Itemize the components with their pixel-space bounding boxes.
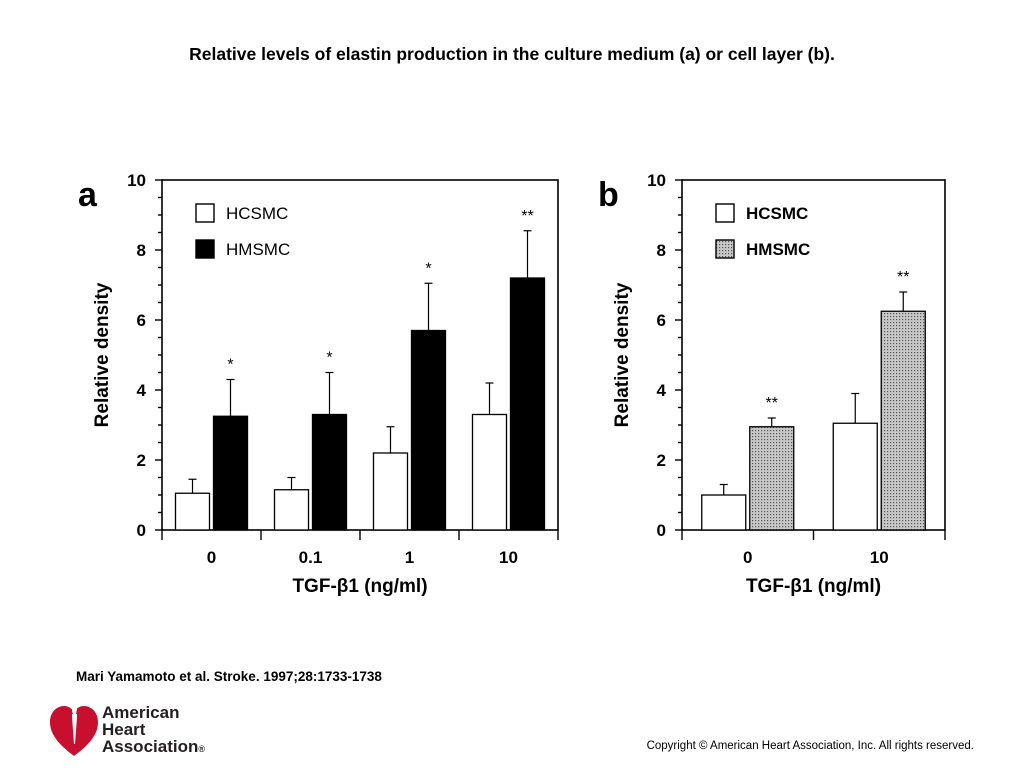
- y-tick-label: 6: [137, 311, 146, 330]
- bar-hcsmc: [471, 413, 508, 531]
- y-tick-label: 4: [137, 381, 147, 400]
- significance-marker: **: [521, 208, 533, 225]
- chart-panel-b: b 0 2 4 6 8 10 Relative density 0 ** 10 ** TGF-β1 (n…: [598, 171, 946, 597]
- y-tick-label: 8: [657, 241, 666, 260]
- y-tick-label: 8: [137, 241, 146, 260]
- significance-marker: **: [897, 269, 909, 286]
- legend-label: HMSMC: [226, 240, 290, 259]
- bar-hmsmc: [410, 329, 447, 531]
- citation: Mari Yamamoto et al. Stroke. 1997;28:173…: [76, 669, 382, 684]
- bar-hcsmc: [174, 492, 211, 531]
- legend-swatch: [715, 203, 735, 223]
- bar-hmsmc: [749, 426, 795, 531]
- y-axis-label: Relative density: [92, 282, 113, 427]
- aha-logo: American Heart Association®: [48, 700, 208, 760]
- significance-marker: *: [227, 357, 233, 374]
- y-tick-label: 10: [127, 171, 146, 190]
- x-tick-label: 0: [743, 548, 752, 567]
- legend-label: HCSMC: [226, 204, 288, 223]
- significance-marker: *: [425, 260, 431, 277]
- y-axis-label: Relative density: [612, 282, 633, 427]
- y-tick-label: 10: [647, 171, 666, 190]
- significance-marker: *: [326, 350, 332, 367]
- legend-label: HCSMC: [746, 204, 808, 223]
- y-tick-label: 4: [657, 381, 667, 400]
- bar-hcsmc: [372, 452, 409, 531]
- bar-hmsmc: [880, 310, 926, 531]
- y-tick-label: 6: [657, 311, 666, 330]
- y-tick-label: 0: [657, 521, 666, 540]
- legend-swatch: [195, 203, 215, 223]
- x-axis-label: TGF-β1 (ng/ml): [292, 576, 427, 597]
- bar-hmsmc: [212, 415, 249, 531]
- panel-letter: a: [78, 176, 98, 214]
- legend-swatch: [195, 239, 215, 259]
- x-tick-label: 10: [870, 548, 889, 567]
- y-tick-label: 0: [137, 521, 146, 540]
- heart-torch-icon: [50, 700, 98, 756]
- x-tick-label: 0.1: [299, 548, 323, 567]
- legend-swatch: [715, 239, 735, 259]
- y-tick-label: 2: [137, 451, 146, 470]
- logo-word-american: American: [102, 703, 180, 722]
- legend-label: HMSMC: [746, 240, 810, 259]
- significance-marker: **: [766, 395, 778, 412]
- copyright-notice: Copyright © American Heart Association, …: [646, 740, 974, 752]
- bar-hcsmc: [273, 489, 310, 531]
- chart-panel-a: a 0 2 4 6 8 10 Relative density 0 * 0.1 * 1 * 10 ** TGF-…: [78, 171, 559, 597]
- x-axis-label: TGF-β1 (ng/ml): [746, 576, 881, 597]
- bar-hcsmc: [832, 422, 878, 531]
- bar-hmsmc: [311, 413, 348, 531]
- bar-hcsmc: [701, 494, 747, 531]
- y-tick-label: 2: [657, 451, 666, 470]
- bar-hmsmc: [509, 277, 546, 531]
- logo-word-heart: Heart: [102, 720, 146, 739]
- x-tick-label: 1: [405, 548, 414, 567]
- slide-title: Relative levels of elastin production in…: [189, 44, 835, 64]
- x-tick-label: 0: [207, 548, 216, 567]
- panel-letter: b: [598, 176, 619, 214]
- logo-word-association: Association®: [102, 737, 205, 756]
- x-tick-label: 10: [499, 548, 518, 567]
